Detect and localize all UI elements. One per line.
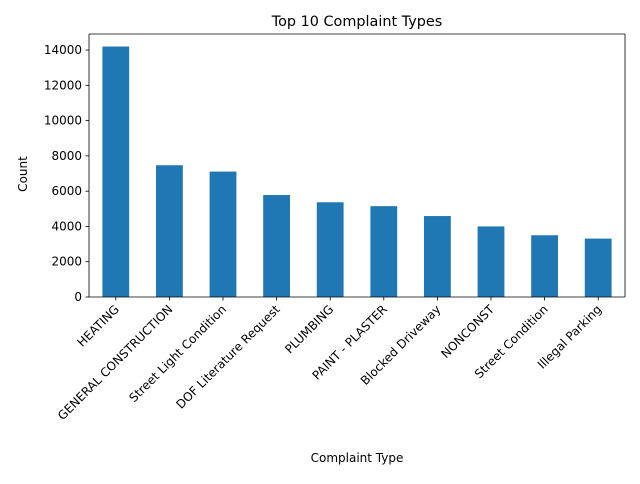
x-tick-label: HEATING <box>75 302 122 349</box>
y-tick-label: 14000 <box>44 43 82 57</box>
bar <box>370 206 398 297</box>
bar <box>584 238 612 297</box>
x-tick-label: DOF Literature Request <box>173 302 283 412</box>
y-tick-label: 6000 <box>51 184 82 198</box>
y-tick-label: 0 <box>74 290 82 304</box>
bar <box>316 202 344 297</box>
bar <box>424 216 451 297</box>
bar <box>156 165 183 297</box>
x-tick-label: Street Light Condition <box>126 302 229 405</box>
axes-frame <box>88 33 626 298</box>
bar <box>102 46 130 298</box>
y-tick-label: 4000 <box>51 219 82 233</box>
x-tick-label: PLUMBING <box>282 302 336 356</box>
bar <box>531 235 558 297</box>
x-tick-label: GENERAL CONSTRUCTION <box>55 302 176 423</box>
x-axis-label: Complaint Type <box>311 451 404 465</box>
y-axis-ticks: 0 2000 4000 6000 8000 10000 12000 14000 <box>44 43 89 304</box>
chart-title: Top 10 Complaint Types <box>271 14 442 30</box>
bar <box>263 195 290 297</box>
bar <box>477 226 505 297</box>
bars-group <box>102 46 612 298</box>
y-tick-label: 2000 <box>51 255 82 269</box>
x-tick-label: NONCONST <box>438 302 497 361</box>
y-tick-label: 8000 <box>51 149 82 163</box>
y-axis-label: Count <box>16 156 30 192</box>
y-tick-label: 10000 <box>44 114 82 128</box>
bar <box>209 171 237 297</box>
y-tick-label: 12000 <box>44 78 82 92</box>
